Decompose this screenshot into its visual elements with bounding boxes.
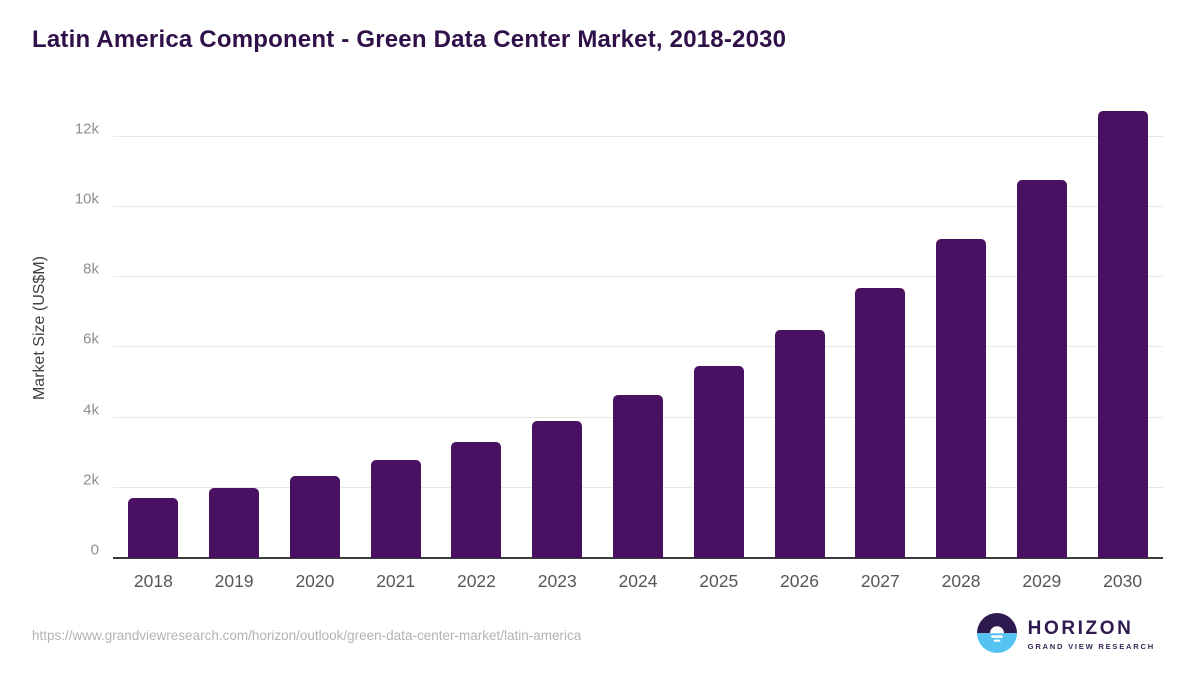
bar-2025 xyxy=(693,365,744,558)
horizon-sun-logo-icon xyxy=(976,612,1017,658)
bar-2018 xyxy=(128,497,179,558)
y-tick-label-4k: 4k xyxy=(83,401,99,419)
bar-2024 xyxy=(613,394,663,558)
bar-2026 xyxy=(774,330,825,558)
x-tick-label-2030: 2030 xyxy=(1103,571,1143,591)
y-tick-label-0: 0 xyxy=(90,541,99,559)
x-tick-label-2022: 2022 xyxy=(456,571,496,591)
footer: https://www.grandviewresearch.com/horizo… xyxy=(0,601,1200,675)
y-tick-label-12k: 12k xyxy=(74,120,99,138)
x-tick-label-2024: 2024 xyxy=(618,571,658,591)
gridline-10k xyxy=(113,205,1163,207)
y-tick-label-10k: 10k xyxy=(74,190,99,208)
logo-text: HORIZON GRAND VIEW RESEARCH xyxy=(1028,619,1155,651)
x-axis-line xyxy=(113,557,1163,559)
x-tick-label-2023: 2023 xyxy=(537,571,577,591)
x-tick-label-2029: 2029 xyxy=(1022,571,1062,591)
bar-2028 xyxy=(936,239,987,558)
x-tick-label-2028: 2028 xyxy=(941,571,981,591)
bar-2022 xyxy=(451,442,502,558)
logo-name: HORIZON xyxy=(1027,618,1134,640)
source-url: https://www.grandviewresearch.com/horizo… xyxy=(32,627,582,643)
y-tick-label-8k: 8k xyxy=(83,260,99,278)
bar-2030 xyxy=(1097,111,1148,558)
y-axis-title: Market Size (US$M) xyxy=(26,98,54,558)
gridline-8k xyxy=(113,276,1163,278)
bar-2023 xyxy=(532,420,583,558)
x-tick-label-2021: 2021 xyxy=(376,571,416,591)
x-tick-label-2019: 2019 xyxy=(214,571,254,591)
x-tick-label-2020: 2020 xyxy=(295,571,335,591)
bar-2019 xyxy=(209,488,260,558)
plot-area: 0 2k 4k 6k 8k 10k 12k 2018 2019 2020 2021 2022 2023 2… xyxy=(75,98,1163,591)
y-tick-label-2k: 2k xyxy=(83,471,99,489)
x-tick-label-2025: 2025 xyxy=(699,571,739,591)
gridline-12k xyxy=(113,135,1163,137)
y-tick-label-6k: 6k xyxy=(83,330,99,348)
x-tick-label-2018: 2018 xyxy=(133,571,173,591)
logo-subtitle: GRAND VIEW RESEARCH xyxy=(1027,641,1155,651)
horizon-logo: HORIZON GRAND VIEW RESEARCH xyxy=(976,612,1155,658)
bar-2029 xyxy=(1016,180,1067,558)
x-tick-label-2026: 2026 xyxy=(780,571,819,591)
x-tick-label-2027: 2027 xyxy=(860,571,900,591)
gridline-6k xyxy=(113,346,1163,348)
bar-2027 xyxy=(855,287,906,558)
bar-2021 xyxy=(370,460,421,558)
bar-2020 xyxy=(289,475,340,558)
chart-title: Latin America Component - Green Data Cen… xyxy=(32,26,787,53)
